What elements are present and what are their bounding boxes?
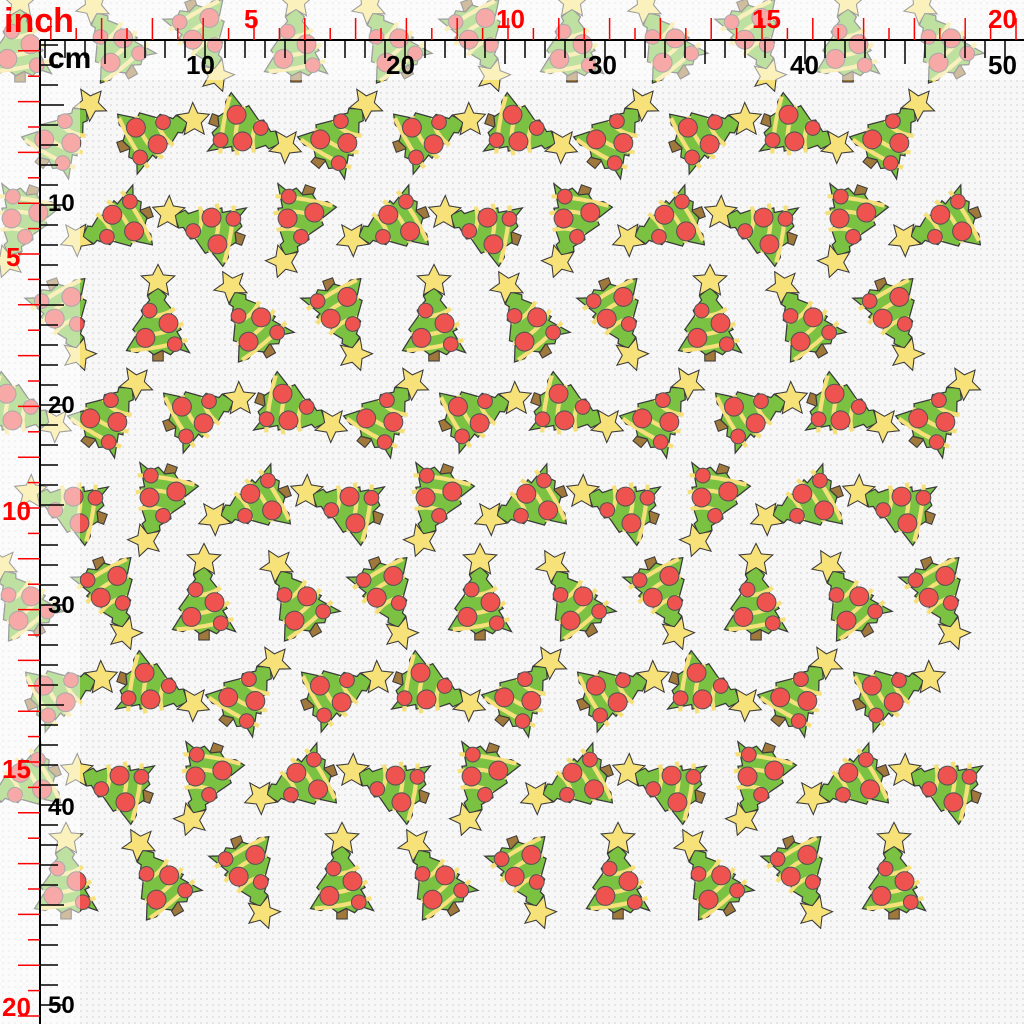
top-inch-label: 5 [244, 4, 259, 34]
left-cm-label: 50 [48, 992, 75, 1019]
left-inch-label: 20 [2, 992, 31, 1022]
top-inch-label: 20 [988, 4, 1017, 34]
top-cm-label: 40 [790, 50, 819, 80]
top-cm-label: 20 [386, 50, 415, 80]
left-cm-label: 30 [48, 592, 75, 619]
top-inch-label: 15 [752, 4, 781, 34]
cm-unit-label: cm [48, 42, 92, 75]
left-cm-label: 20 [48, 392, 75, 419]
left-inch-label: 5 [6, 242, 21, 272]
left-cm-label: 40 [48, 794, 75, 821]
top-inch-label: 10 [496, 4, 525, 34]
top-cm-label: 50 [988, 50, 1017, 80]
left-cm-label: 10 [48, 190, 75, 217]
inch-unit-label: inch [4, 2, 74, 40]
left-inch-label: 10 [2, 496, 31, 526]
left-inch-label: 15 [2, 754, 31, 784]
top-cm-label: 10 [186, 50, 215, 80]
top-cm-label: 30 [588, 50, 617, 80]
